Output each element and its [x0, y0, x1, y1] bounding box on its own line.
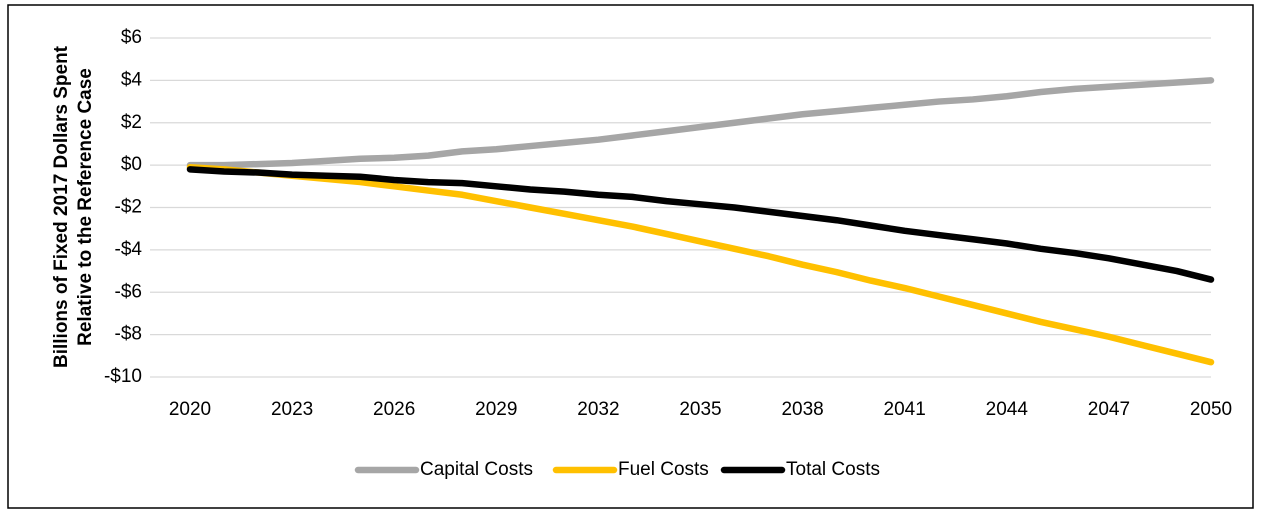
chart-frame	[7, 4, 1254, 509]
y-tick-label: -$2	[115, 197, 142, 218]
y-tick-label: $6	[121, 27, 142, 48]
data-line	[186, 166, 1215, 283]
legend-label: Capital Costs	[420, 459, 533, 480]
y-tick-label: $4	[121, 69, 143, 90]
y-tick-label: -$6	[115, 281, 142, 302]
y-tick-label: $2	[121, 112, 142, 133]
y-axis-label-line: Relative to the Reference Case	[75, 68, 96, 346]
x-tick-label: 2041	[884, 399, 926, 420]
x-tick-label: 2047	[1088, 399, 1130, 420]
x-tick-label: 2029	[475, 399, 517, 420]
data-line	[186, 77, 1215, 169]
x-tick-label: 2038	[781, 399, 823, 420]
x-tick-label: 2050	[1190, 399, 1232, 420]
x-tick-label: 2020	[169, 399, 211, 420]
x-tick-label: 2035	[679, 399, 721, 420]
y-tick-label: -$8	[115, 324, 142, 345]
legend-label: Total Costs	[786, 459, 880, 480]
y-axis-label-line: Billions of Fixed 2017 Dollars Spent	[51, 45, 72, 368]
y-tick-label: $0	[121, 154, 142, 175]
x-tick-label: 2023	[271, 399, 313, 420]
data-line	[186, 163, 1215, 366]
y-tick-label: -$4	[115, 239, 143, 260]
x-tick-label: 2044	[986, 399, 1029, 420]
y-axis-label: Billions of Fixed 2017 Dollars Spent Rel…	[51, 45, 96, 368]
y-tick-label: -$10	[104, 366, 142, 387]
x-tick-label: 2026	[373, 399, 415, 420]
legend-label: Fuel Costs	[618, 459, 709, 480]
x-tick-label: 2032	[577, 399, 619, 420]
